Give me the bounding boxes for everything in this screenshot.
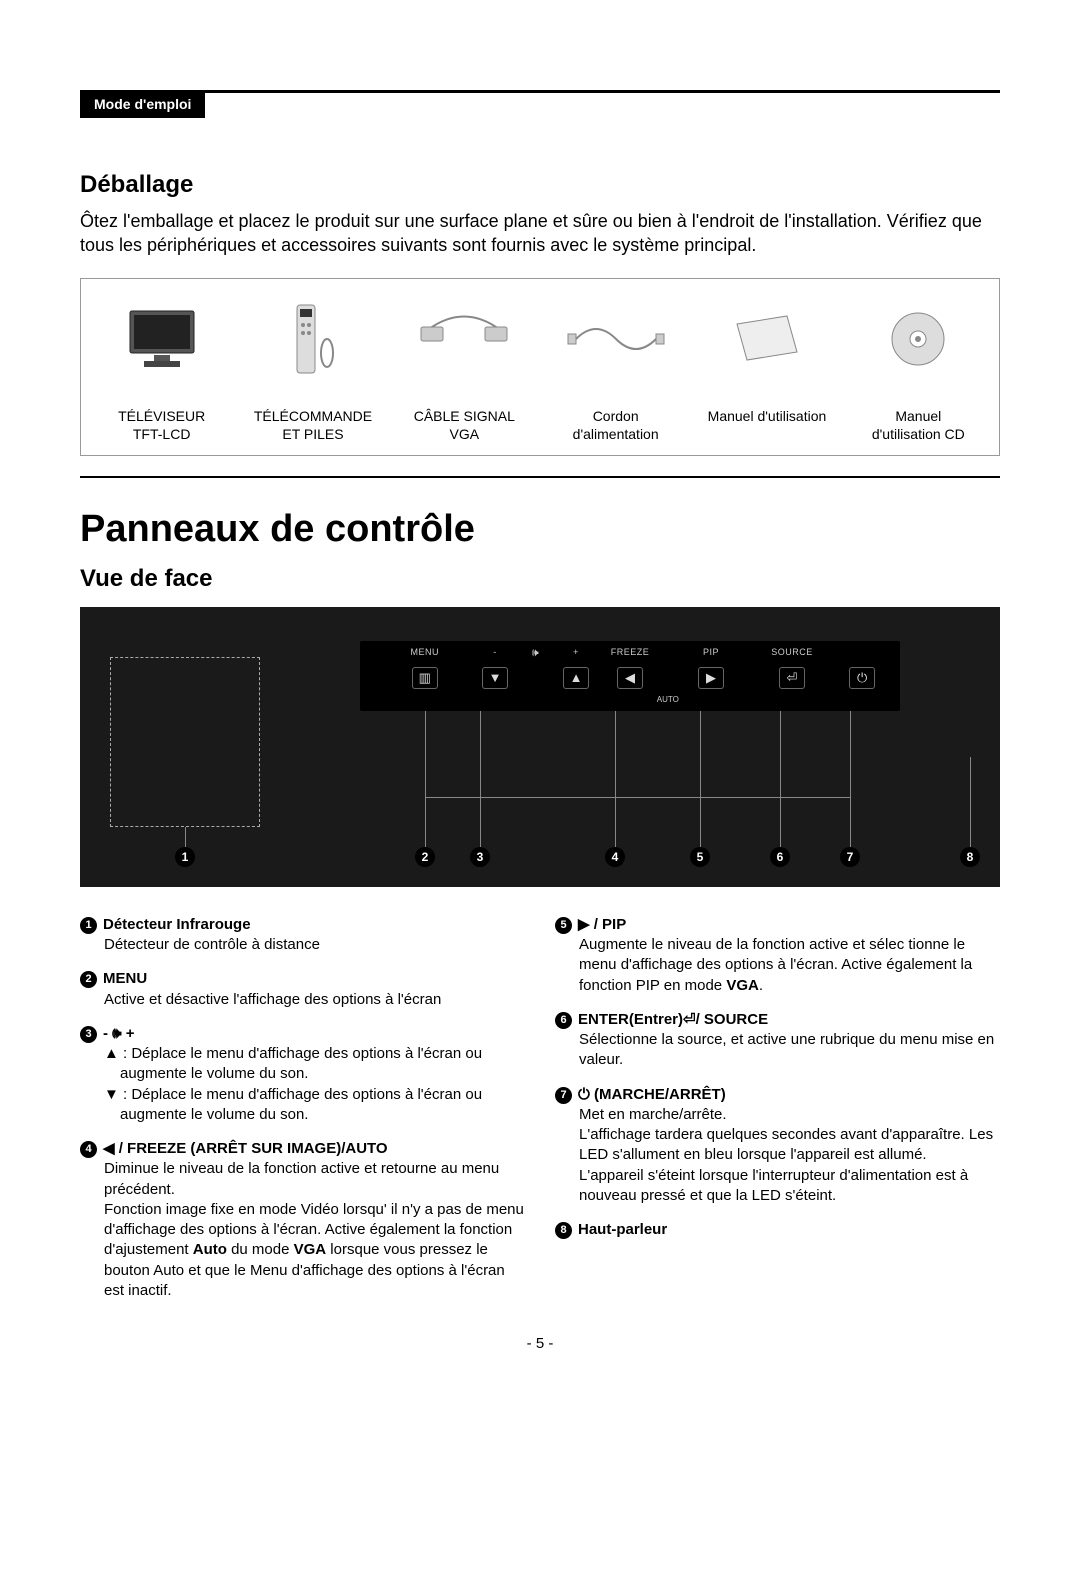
panel-button: ⏻ (849, 667, 875, 689)
leader-line (185, 827, 186, 847)
callout-6: 6 (770, 847, 790, 867)
desc-item-3: 3 - 🕪 + ▲ : Déplace le menu d'affichage de… (80, 1024, 525, 1125)
front-panel-diagram: MENU ▥ - ▼ + ▲ 🕪 AUTO FREEZE ◀ PIP ▶ SOURCE ⏎ ⏻ 1 2 3 4 5 6… (80, 607, 1000, 887)
desc-body: Augmente le niveau de la fonction active… (579, 935, 1000, 996)
leader-line (850, 711, 851, 847)
vga-icon (394, 299, 535, 379)
leader-line (480, 711, 481, 847)
top-rule (80, 90, 1000, 93)
panel-label: - (493, 647, 497, 657)
manual-page: Mode d'emploi Déballage Ôtez l'emballage… (0, 0, 1080, 1584)
desc-item-6: 6 ENTER(Entrer)⏎/ SOURCE Sélectionne la so… (555, 1010, 1000, 1071)
header-tag: Mode d'emploi (80, 90, 205, 118)
leader-line (615, 711, 616, 847)
front-view-title: Vue de face (80, 565, 1000, 593)
panel-label: FREEZE (611, 647, 650, 657)
ir-sensor-zone (110, 657, 260, 827)
panels-title: Panneaux de contrôle (80, 508, 1000, 551)
power-icon (545, 299, 686, 379)
unpack-title: Déballage (80, 171, 1000, 199)
callout-3: 3 (470, 847, 490, 867)
panel-label: + (573, 647, 579, 657)
panel-button: ▶ (698, 667, 724, 689)
desc-title: Haut-parleur (578, 1221, 667, 1238)
desc-body: Diminue le niveau de la fonction active … (104, 1159, 525, 1301)
section-divider (80, 476, 1000, 478)
desc-item-5: 5 ▶ / PIP Augmente le niveau de la fonctio… (555, 915, 1000, 996)
desc-body: Met en marche/arrête.L'affichage tardera… (579, 1105, 1000, 1206)
panel-button: ▥ (412, 667, 438, 689)
panel-label: SOURCE (771, 647, 813, 657)
desc-item-8: 8 Haut-parleur (555, 1220, 1000, 1240)
panel-label: PIP (703, 647, 719, 657)
accessory-manual: Manuel d'utilisation (696, 299, 837, 443)
accessory-cd: Manueld'utilisation CD (848, 299, 989, 443)
remote-icon (242, 299, 383, 379)
leader-line (425, 797, 850, 798)
desc-body: Détecteur de contrôle à distance (104, 935, 525, 955)
desc-title: ◀ / FREEZE (ARRÊT SUR IMAGE)/AUTO (103, 1140, 388, 1157)
accessory-label: TÉLÉCOMMANDEET PILES (242, 407, 383, 443)
desc-right-col: 5 ▶ / PIP Augmente le niveau de la fonctio… (555, 915, 1000, 1315)
accessory-power: Cordond'alimentation (545, 299, 686, 443)
accessory-label: Cordond'alimentation (545, 407, 686, 443)
desc-title: ▶ / PIP (578, 916, 626, 933)
desc-item-1: 1 Détecteur Infrarouge Détecteur de contrô… (80, 915, 525, 956)
auto-label: AUTO (657, 695, 679, 704)
accessory-label: Manueld'utilisation CD (848, 407, 989, 443)
num-badge: 4 (80, 1141, 97, 1158)
descriptions: 1 Détecteur Infrarouge Détecteur de contrô… (80, 915, 1000, 1315)
leader-line (780, 711, 781, 847)
desc-left-col: 1 Détecteur Infrarouge Détecteur de contrô… (80, 915, 525, 1315)
button-bar: MENU ▥ - ▼ + ▲ 🕪 AUTO FREEZE ◀ PIP ▶ SOURCE ⏎ ⏻ (360, 641, 900, 711)
callout-2: 2 (415, 847, 435, 867)
panel-label: MENU (411, 647, 440, 657)
volume-icon: 🕪 (532, 647, 539, 660)
num-badge: 5 (555, 917, 572, 934)
desc-title: ENTER(Entrer)⏎/ SOURCE (578, 1011, 768, 1028)
num-badge: 2 (80, 971, 97, 988)
num-badge: 7 (555, 1087, 572, 1104)
accessory-tv: TÉLÉVISEURTFT-LCD (91, 299, 232, 443)
accessory-remote: TÉLÉCOMMANDEET PILES (242, 299, 383, 443)
panel-button: ▼ (482, 667, 508, 689)
page-number: - 5 - (80, 1335, 1000, 1352)
desc-item-7: 7 ⏻ (MARCHE/ARRÊT) Met en marche/arrête.L'… (555, 1085, 1000, 1207)
desc-sub: ▼ : Déplace le menu d'affichage des opti… (120, 1085, 525, 1126)
desc-sub: ▲ : Déplace le menu d'affichage des opti… (120, 1044, 525, 1085)
desc-title: MENU (103, 970, 147, 987)
num-badge: 1 (80, 917, 97, 934)
callout-7: 7 (840, 847, 860, 867)
desc-item-2: 2 MENU Active et désactive l'affichage des… (80, 969, 525, 1010)
accessory-vga: CÂBLE SIGNALVGA (394, 299, 535, 443)
desc-body: Active et désactive l'affichage des opti… (104, 990, 525, 1010)
callout-1: 1 (175, 847, 195, 867)
panel-button: ◀ (617, 667, 643, 689)
unpack-body: Ôtez l'emballage et placez le produit su… (80, 209, 1000, 258)
accessories-box: TÉLÉVISEURTFT-LCD TÉLÉCOMMANDEET PILES CÂB… (80, 278, 1000, 456)
leader-line (970, 757, 971, 847)
desc-body: Sélectionne la source, et active une rub… (579, 1030, 1000, 1071)
accessory-label: CÂBLE SIGNALVGA (394, 407, 535, 443)
callout-5: 5 (690, 847, 710, 867)
num-badge: 8 (555, 1222, 572, 1239)
desc-title: - 🕪 + (103, 1025, 135, 1042)
callout-8: 8 (960, 847, 980, 867)
manual-icon (696, 299, 837, 379)
leader-line (700, 711, 701, 847)
tv-icon (91, 299, 232, 379)
panel-button: ▲ (563, 667, 589, 689)
num-badge: 6 (555, 1012, 572, 1029)
cd-icon (848, 299, 989, 379)
desc-title: ⏻ (MARCHE/ARRÊT) (578, 1086, 726, 1103)
desc-title: Détecteur Infrarouge (103, 916, 251, 933)
callout-4: 4 (605, 847, 625, 867)
accessory-label: Manuel d'utilisation (696, 407, 837, 425)
leader-line (425, 711, 426, 847)
num-badge: 3 (80, 1026, 97, 1043)
accessory-label: TÉLÉVISEURTFT-LCD (91, 407, 232, 443)
desc-item-4: 4 ◀ / FREEZE (ARRÊT SUR IMAGE)/AUTO Diminu… (80, 1139, 525, 1301)
panel-button: ⏎ (779, 667, 805, 689)
